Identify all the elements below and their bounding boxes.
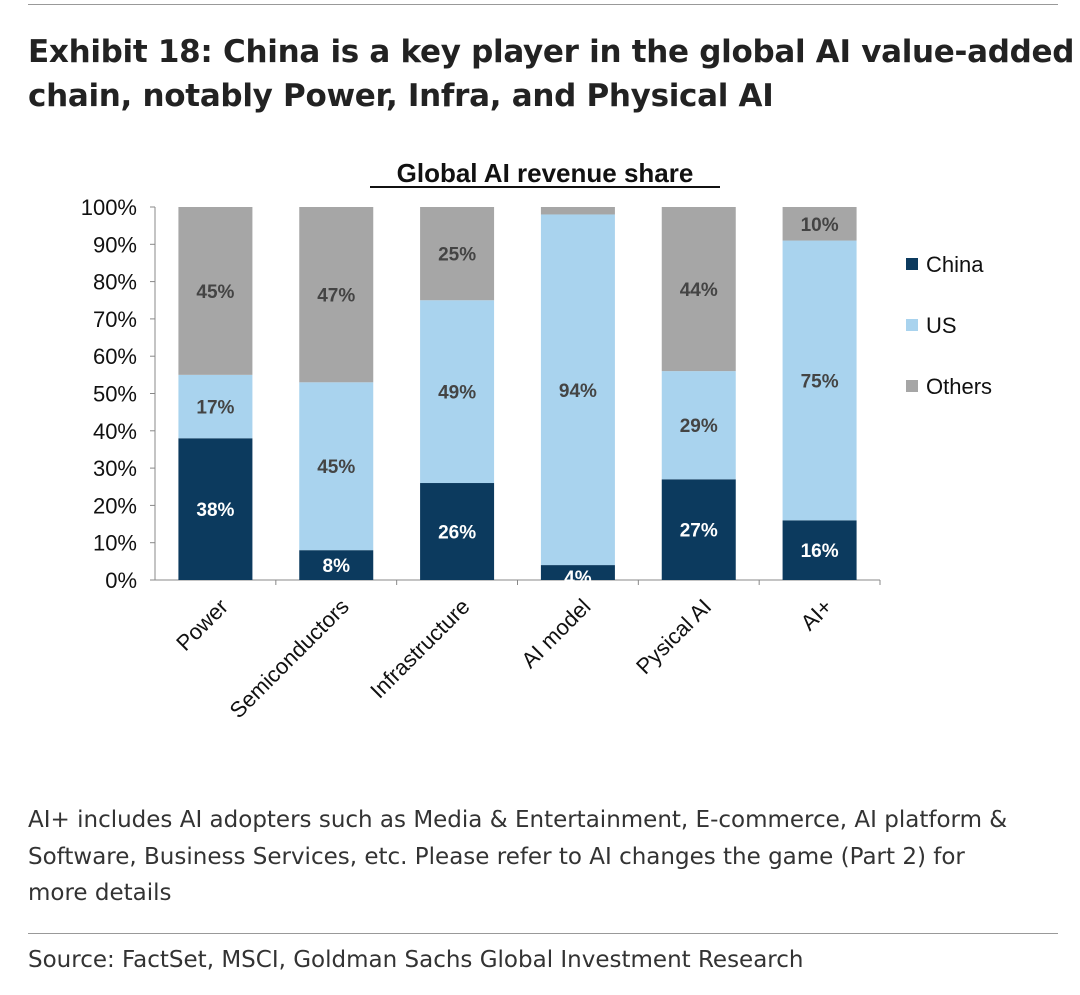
y-tick-label: 90% <box>93 232 137 257</box>
y-tick-label: 80% <box>93 270 137 295</box>
legend-label: Others <box>926 374 992 399</box>
legend-swatch <box>906 319 918 331</box>
bar-others <box>299 207 374 383</box>
source-note: Source: FactSet, MSCI, Goldman Sachs Glo… <box>28 947 804 973</box>
bar-china <box>661 479 736 580</box>
data-label: 47% <box>317 286 355 307</box>
exhibit-title: Exhibit 18: China is a key player in the… <box>28 34 1075 114</box>
data-label: 29% <box>680 416 718 437</box>
bar-us <box>178 374 253 439</box>
x-tick-label: Power <box>171 594 233 656</box>
bar-others <box>661 207 736 372</box>
data-label: 75% <box>801 371 839 392</box>
y-tick-label: 10% <box>93 531 137 556</box>
data-label: 27% <box>680 521 718 542</box>
bar-us <box>540 214 615 566</box>
x-tick-label: Infrastructure <box>365 594 474 703</box>
x-tick-label: AI model <box>516 594 595 673</box>
y-tick-label: 60% <box>93 344 137 369</box>
bar-china <box>782 520 857 580</box>
stacked-bar-chart: Global AI revenue share 0% 10% 20% 30% 40% 50%… <box>81 158 992 723</box>
bar-us <box>661 371 736 480</box>
bar-china <box>540 565 615 580</box>
data-label: 49% <box>438 383 476 404</box>
y-tick-label: 0% <box>105 568 137 593</box>
data-label: 10% <box>801 215 839 236</box>
x-tick-label: Semiconductors <box>225 594 354 723</box>
y-tick-label: 70% <box>93 307 137 332</box>
data-label: 25% <box>438 245 476 266</box>
y-tick-label: 20% <box>93 493 137 518</box>
bar-others <box>178 207 253 375</box>
x-tick-label: Pysical AI <box>631 594 716 679</box>
y-tick-label: 100% <box>81 195 137 220</box>
legend-swatch <box>906 258 918 270</box>
x-tick-label: AI+ <box>796 594 837 635</box>
data-label: 45% <box>317 457 355 478</box>
data-label: 4% <box>564 568 592 589</box>
data-label: 26% <box>438 523 476 544</box>
bar-others <box>540 207 615 215</box>
separator <box>28 933 1058 934</box>
chart-title: Global AI revenue share <box>397 158 694 188</box>
legend-swatch <box>906 380 918 392</box>
bar-china <box>299 550 374 580</box>
data-label: 8% <box>323 556 351 577</box>
data-label: 44% <box>680 280 718 301</box>
data-label: 17% <box>196 398 234 419</box>
bar-china <box>420 483 495 580</box>
footnote: AI+ includes AI adopters such as Media &… <box>28 807 1008 906</box>
bar-us <box>420 300 495 484</box>
top-rule <box>28 4 1058 5</box>
bar-others <box>782 207 857 241</box>
data-label: 45% <box>196 282 234 303</box>
bar-china <box>178 438 253 580</box>
data-label: 38% <box>196 500 234 521</box>
bar-others <box>420 207 495 301</box>
y-tick-label: 50% <box>93 382 137 407</box>
legend-label: US <box>926 313 957 338</box>
y-tick-label: 40% <box>93 419 137 444</box>
bar-us <box>299 382 374 551</box>
data-label: 16% <box>801 541 839 562</box>
bar-us <box>782 240 857 521</box>
data-label: 94% <box>559 381 597 402</box>
legend-label: China <box>926 252 984 277</box>
y-tick-label: 30% <box>93 456 137 481</box>
